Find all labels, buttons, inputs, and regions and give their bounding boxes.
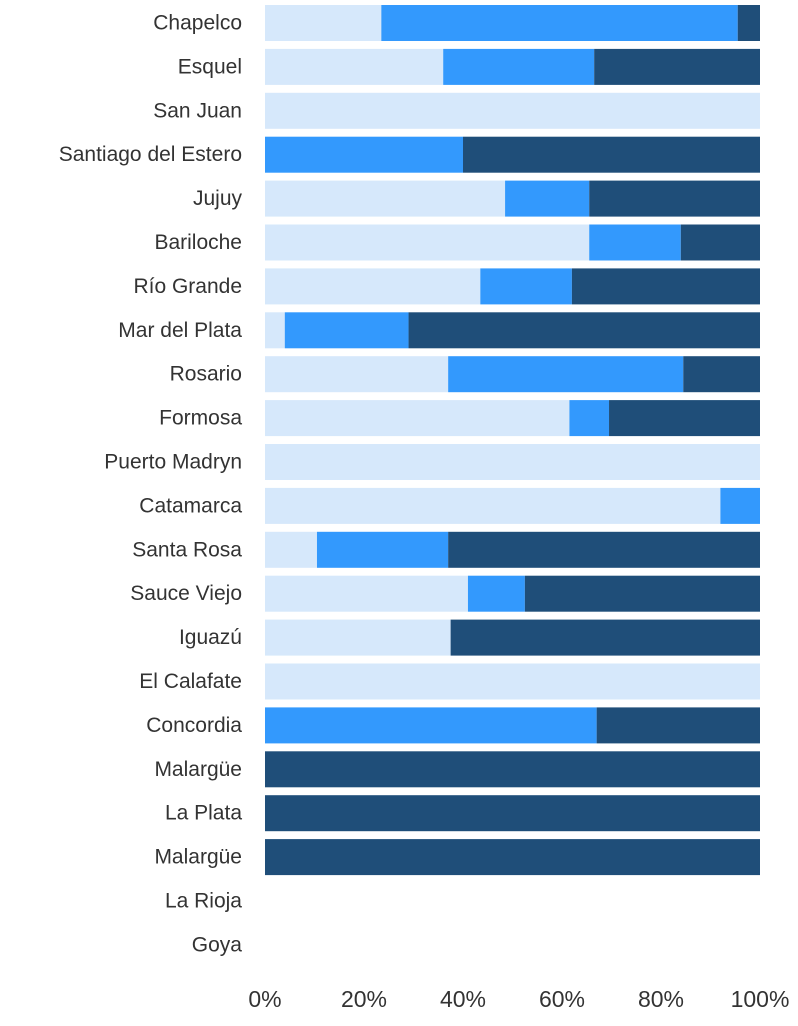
bar-segment	[265, 751, 760, 788]
bar-segment	[737, 5, 760, 41]
bar-segment	[265, 5, 382, 41]
bar-segment	[265, 575, 468, 612]
bar-segment	[316, 531, 449, 568]
bar-segment	[408, 312, 760, 349]
category-label: Formosa	[159, 407, 242, 430]
category-label: Chapelco	[153, 12, 242, 35]
category-label: La Rioja	[165, 890, 242, 913]
bar-segment	[589, 224, 681, 261]
bar-segment	[443, 48, 595, 85]
bar-segment	[265, 619, 451, 656]
bar-segment	[265, 487, 721, 524]
category-label: Santiago del Estero	[59, 143, 242, 166]
category-label: Puerto Madryn	[104, 451, 242, 474]
bar-segment	[448, 356, 684, 393]
bar-segment	[265, 795, 760, 832]
bar-segment	[609, 400, 760, 437]
category-label: El Calafate	[139, 670, 242, 693]
bar-segment	[284, 312, 409, 349]
bar-segment	[680, 224, 760, 261]
bar-segment	[265, 839, 760, 876]
bar-segment	[448, 531, 760, 568]
category-label: Rosario	[170, 363, 242, 386]
bar-segment	[683, 356, 760, 393]
x-axis-ticks: 0% 20% 40% 60% 80% 100%	[248, 986, 789, 1012]
bar-segment	[265, 48, 444, 85]
bar-segment	[265, 356, 449, 393]
category-label: Sauce Viejo	[130, 582, 242, 605]
bar-segment	[265, 136, 463, 173]
x-tick-label: 20%	[341, 986, 387, 1012]
bar-segment	[265, 400, 570, 437]
category-label: Malargüe	[154, 758, 242, 781]
category-label: Malargüe	[154, 846, 242, 869]
category-label: La Plata	[165, 802, 242, 825]
bar-segment	[720, 487, 760, 524]
bar-segment	[463, 136, 760, 173]
bar-segment	[480, 268, 572, 305]
bar-segment	[265, 180, 506, 217]
category-label: Iguazú	[179, 626, 242, 649]
bar-segment	[265, 444, 760, 480]
category-label: Santa Rosa	[132, 538, 242, 561]
category-labels: Chapelco Esquel San Juan Santiago del Ester…	[59, 12, 243, 957]
bar-segment	[381, 5, 738, 41]
bar-segment	[589, 180, 760, 217]
bar-segment	[450, 619, 760, 656]
bar-segment	[265, 531, 317, 568]
x-tick-label: 80%	[638, 986, 684, 1012]
category-label: Concordia	[146, 714, 242, 737]
bar-segment	[596, 707, 760, 744]
bar-segment	[505, 180, 590, 217]
bar-segment	[265, 707, 597, 744]
bar-segment	[265, 663, 760, 700]
bar-segment	[594, 48, 760, 85]
category-label: Bariloche	[154, 231, 242, 254]
bar-segment	[265, 312, 285, 349]
bar-segment	[569, 400, 610, 437]
bar-segment	[265, 92, 760, 129]
category-label: Esquel	[178, 55, 242, 78]
category-label: Río Grande	[133, 275, 242, 298]
category-label: Mar del Plata	[118, 319, 242, 342]
bar-segment	[571, 268, 760, 305]
x-tick-label: 40%	[440, 986, 486, 1012]
x-tick-label: 60%	[539, 986, 585, 1012]
category-label: Catamarca	[139, 494, 242, 517]
category-label: Goya	[192, 933, 243, 956]
bar-segment	[524, 575, 760, 612]
category-label: San Juan	[153, 99, 242, 122]
x-tick-label: 100%	[731, 986, 790, 1012]
category-label: Jujuy	[193, 187, 243, 210]
bar-segment	[265, 224, 590, 261]
bar-segment	[265, 268, 481, 305]
x-tick-label: 0%	[248, 986, 281, 1012]
bar-segment	[467, 575, 525, 612]
bars-group	[265, 5, 760, 876]
